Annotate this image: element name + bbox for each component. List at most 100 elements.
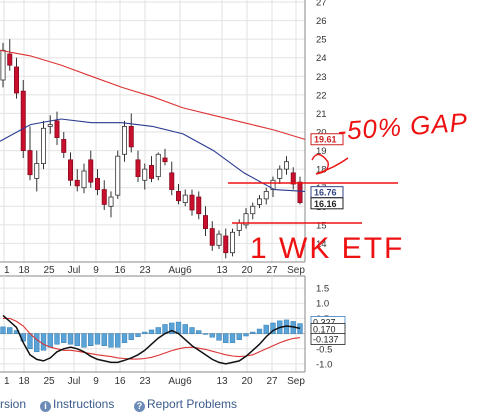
price-tick-label: 23 <box>316 72 327 83</box>
candle-body-down <box>13 66 19 94</box>
candle-body-down <box>135 159 141 177</box>
candle-body-down <box>20 90 26 151</box>
candle-body-up <box>236 222 242 231</box>
macd-histogram-bar <box>175 321 182 334</box>
macd-histogram-bar <box>121 333 128 343</box>
price-x-tick-label: 27 <box>266 265 278 276</box>
candle <box>101 180 107 210</box>
candle-body-up <box>250 205 256 215</box>
info-icon: i <box>40 401 51 412</box>
macd-x-tick-label: 20 <box>241 376 253 387</box>
candle-body-down <box>290 172 296 185</box>
macd-x-tick-label: 18 <box>18 376 30 387</box>
candle-body-up <box>277 168 283 179</box>
price-flag-box <box>310 197 344 210</box>
price-tick-label: 27 <box>316 0 327 9</box>
macd-x-tick-label: 16 <box>114 376 126 387</box>
macd-histogram-bar <box>81 333 87 348</box>
candle-body-down <box>209 228 215 246</box>
price-tick-label: 24 <box>316 53 327 64</box>
macd-histogram-bar <box>182 324 188 334</box>
macd-histogram-bar <box>94 333 101 345</box>
candle <box>54 111 60 145</box>
candle <box>277 165 283 184</box>
macd-histogram-bar <box>270 322 276 334</box>
candle-body-up <box>216 233 222 246</box>
macd-histogram-bar <box>7 327 13 334</box>
macd-tick-label: -0.5 <box>316 344 332 355</box>
macd-histogram-bar <box>61 333 67 343</box>
version-link[interactable]: rsion <box>0 397 27 411</box>
candle-body-down <box>74 179 80 187</box>
candle-body-down <box>7 53 13 66</box>
macd-histogram-bar <box>47 333 53 348</box>
candle <box>7 39 13 71</box>
candle-body-up <box>41 127 47 164</box>
price-tick-label: 20 <box>316 128 327 139</box>
candle-body-up <box>229 231 235 254</box>
candle-body-down <box>27 150 33 176</box>
candle-body-up <box>270 179 276 190</box>
candle <box>189 189 195 216</box>
moving-averages <box>0 49 306 192</box>
macd-histogram-bar <box>189 327 195 334</box>
candle <box>108 191 114 218</box>
candle-body-up <box>34 163 40 179</box>
macd-histogram-bar <box>209 333 215 338</box>
macd-line <box>2 314 301 365</box>
candle-body-up <box>256 198 262 205</box>
candle-body-down <box>196 196 202 215</box>
candle <box>88 150 94 188</box>
macd-histogram-bar <box>202 333 209 335</box>
macd-histogram-bar <box>115 333 121 348</box>
report-problems-link[interactable]: ? Report Problems <box>134 397 237 412</box>
candle <box>155 152 161 181</box>
candle-body-up <box>81 170 87 189</box>
candle <box>81 163 87 194</box>
candle <box>175 184 181 205</box>
candle-body-up <box>108 196 114 207</box>
macd-tick-label: 1.5 <box>316 284 329 295</box>
price-flag-label: 19.61 <box>314 135 337 145</box>
candle <box>128 113 134 153</box>
price-flag-box <box>310 133 344 146</box>
price-x-tick-label: 20 <box>241 265 253 276</box>
price-x-tick-label: 1 <box>4 265 10 276</box>
candle <box>115 150 121 199</box>
candle <box>202 206 208 236</box>
price-x-tick-label: 25 <box>43 265 55 276</box>
candle <box>61 132 67 158</box>
price-flag: 16.16 <box>310 197 344 210</box>
candle-body-up <box>263 191 269 200</box>
macd-histogram-bar <box>236 333 242 340</box>
price-flag: 16.76 <box>310 186 344 199</box>
macd-histogram-bar <box>27 333 33 350</box>
macd-histogram-bar <box>128 333 134 340</box>
moving-average-line <box>0 49 306 140</box>
macd-histogram-bar <box>108 333 114 348</box>
macd-flag-label: 0.170 <box>313 325 336 335</box>
macd-histogram-bar <box>256 328 263 334</box>
candle <box>263 187 269 205</box>
candle-body-up <box>243 213 249 226</box>
candle-body-down <box>202 215 208 229</box>
candle <box>13 57 19 99</box>
candle <box>20 80 26 158</box>
price-flag-label: 16.16 <box>314 199 337 209</box>
candle <box>223 228 229 259</box>
candle <box>41 120 47 170</box>
macd-x-tick-label: 1 <box>4 376 10 387</box>
macd-flag: -0.137 <box>310 333 346 345</box>
macd-histogram-bar <box>0 326 6 334</box>
candle-body-down <box>148 165 154 179</box>
candle <box>256 195 262 209</box>
price-flag: 19.61 <box>310 133 344 146</box>
instructions-link[interactable]: i Instructions <box>40 397 114 412</box>
macd-x-tick-label: 25 <box>43 376 55 387</box>
price-tick-label: 14 <box>316 239 327 250</box>
candle <box>142 163 148 190</box>
macd-histogram-bar <box>135 333 141 337</box>
instructions-label: Instructions <box>53 397 115 411</box>
